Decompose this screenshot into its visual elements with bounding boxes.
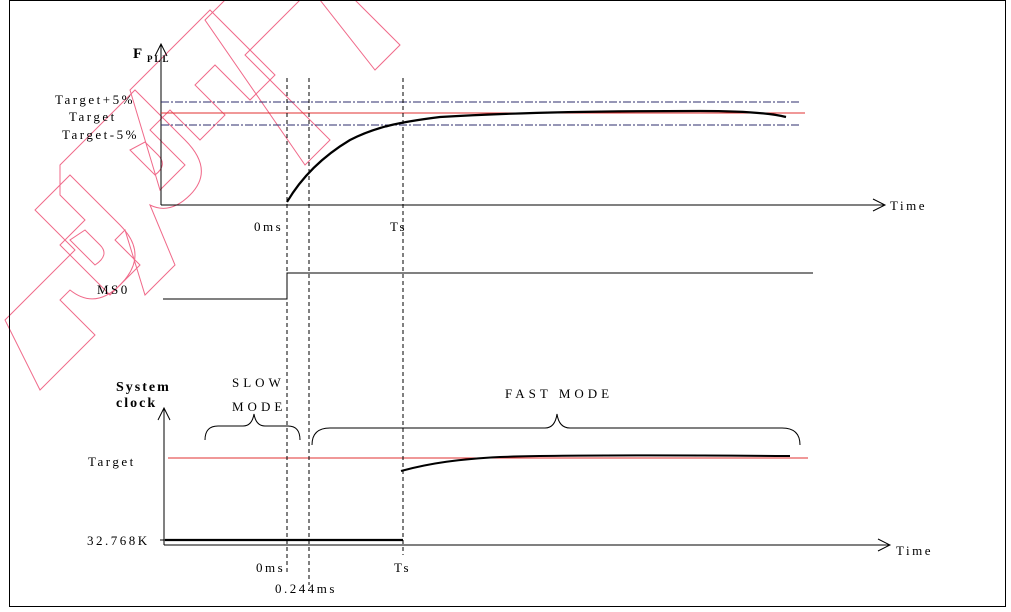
fpll-axis-label: F [133,46,142,62]
fpll-t0-label: 0ms [254,219,283,234]
sysclk-x-arrow [877,538,892,552]
diagram-frame [9,0,1006,607]
fpll-settling-curve [286,109,787,203]
sysclk-panel: System clock SLOW MODE FAST MODE Target … [87,375,933,596]
sysclk-ts-label: Ts [394,560,411,575]
sysclk-title-line2: clock [116,396,157,411]
fpll-y-arrow [154,42,168,57]
sysclk-title-line1: System [116,380,171,395]
fpll-time-label: Time [890,198,927,213]
fpll-ts-label: Ts [390,219,407,234]
ms0-label: MS0 [97,282,130,297]
sysclk-time-label: Time [896,543,933,558]
fpll-target-label: Target [69,109,117,124]
slow-mode-brace [204,413,301,441]
ms0-waveform [163,272,813,300]
watermark-letter-l-tail [319,0,401,71]
slow-mode-label-line2: MODE [232,399,286,414]
time-markers [286,78,404,585]
ms0-panel: MS0 [97,272,813,300]
target-plus-5-label: Target+5% [55,92,135,107]
fpll-panel: F PLL Target+5% Target Target-5% Time 0m… [55,42,927,234]
fast-mode-label: FAST MODE [505,386,613,401]
watermark-letter-l [204,0,331,166]
sysclk-target-label: Target [88,454,136,469]
fpll-x-arrow [872,198,887,212]
low-freq-label: 32.768K [87,533,150,548]
slow-mode-label-line1: SLOW [232,375,285,390]
watermark-logo [4,0,401,391]
target-minus-5-label: Target-5% [62,127,139,142]
fast-mode-brace [311,413,801,446]
sysclk-y-arrow [157,406,171,421]
fpll-axis-sublabel: PLL [147,54,171,64]
sysclk-t1-label: 0.244ms [275,581,337,596]
watermark-letter-e [129,9,276,191]
sysclk-t0-label: 0ms [256,560,285,575]
sysclk-fast-curve [400,454,791,472]
